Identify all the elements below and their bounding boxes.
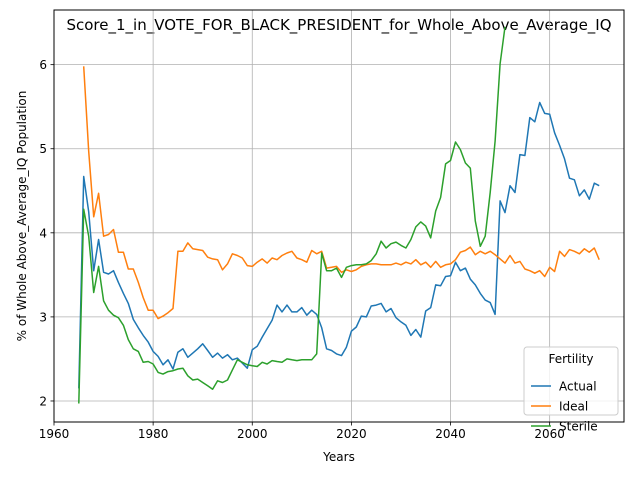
x-tick-label: 2040 xyxy=(435,427,466,441)
x-tick-label: 2060 xyxy=(534,427,565,441)
series-line-actual xyxy=(78,101,600,389)
y-tick-label: 5 xyxy=(39,142,47,156)
y-tick-label: 6 xyxy=(39,58,47,72)
x-axis-label: Years xyxy=(322,450,355,464)
plot-frame xyxy=(53,9,625,423)
grid xyxy=(53,10,624,422)
legend-box xyxy=(523,346,619,416)
x-tick-label: 2020 xyxy=(336,427,367,441)
y-tick-label: 2 xyxy=(39,394,47,408)
y-tick-label: 3 xyxy=(39,310,47,324)
y-tick-label: 4 xyxy=(39,226,47,240)
x-tick-label: 2000 xyxy=(237,427,268,441)
legend-label-sterile: Sterile xyxy=(559,420,598,434)
y-axis-label: % of Whole Above_Average_IQ Population xyxy=(15,91,29,342)
x-tick-label: 1980 xyxy=(138,427,169,441)
x-tick-label: 1960 xyxy=(39,427,70,441)
legend-label-ideal: Ideal xyxy=(559,400,588,414)
series-line-sterile xyxy=(78,26,506,404)
legend: Fertility Actual Ideal Sterile xyxy=(523,346,619,434)
legend-label-actual: Actual xyxy=(559,380,597,394)
series-layer xyxy=(78,26,600,404)
legend-title: Fertility xyxy=(548,352,593,366)
chart-title: Score_1_in_VOTE_FOR_BLACK_PRESIDENT_for_… xyxy=(66,16,611,35)
series-line-ideal xyxy=(82,66,600,320)
x-axis: 1960 1980 2000 2020 2040 2060 xyxy=(39,422,565,441)
y-axis: 2 3 4 5 6 xyxy=(39,58,54,408)
